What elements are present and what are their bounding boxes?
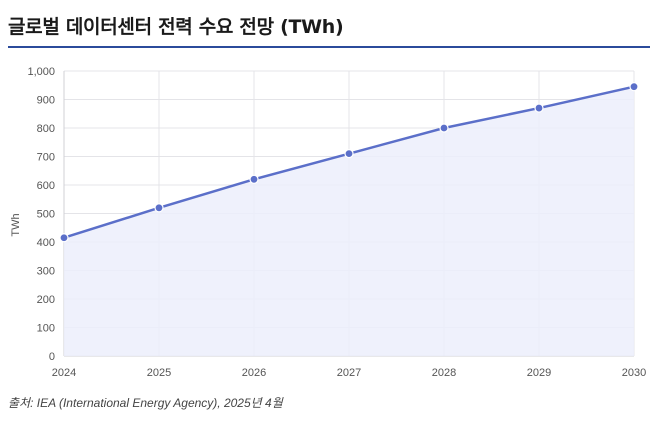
y-tick-label: 1,000 [27, 66, 55, 78]
y-tick-label: 800 [37, 123, 55, 135]
area-fill [64, 86, 634, 357]
chart-title: 글로벌 데이터센터 전력 수요 전망 (TWh) [8, 16, 344, 38]
x-tick-label: 2027 [337, 367, 361, 379]
data-point [439, 123, 449, 133]
title-divider [8, 46, 650, 48]
y-tick-labels: 0 100 200 300 400 500 600 700 800 900 1,000 [27, 66, 55, 363]
x-tick-label: 2024 [52, 367, 76, 379]
y-tick-label: 0 [49, 351, 55, 363]
data-point [154, 203, 164, 213]
y-tick-label: 400 [37, 237, 55, 249]
x-tick-labels: 2024 2025 2026 2027 2028 2029 2030 [52, 367, 646, 379]
y-tick-label: 500 [37, 209, 55, 221]
y-tick-label: 600 [37, 180, 55, 192]
data-points [59, 82, 639, 243]
y-tick-label: 300 [37, 266, 55, 278]
x-tick-label: 2030 [622, 367, 646, 379]
data-point [629, 82, 639, 92]
x-tick-label: 2029 [527, 367, 551, 379]
y-tick-label: 900 [37, 95, 55, 107]
data-point [534, 103, 544, 113]
x-tick-label: 2028 [432, 367, 456, 379]
source-note: 출처: IEA (International Energy Agency), 2… [8, 396, 283, 410]
y-axis-label: TWh [10, 213, 22, 236]
x-tick-label: 2025 [147, 367, 171, 379]
data-point [249, 174, 259, 184]
y-tick-label: 700 [37, 152, 55, 164]
y-tick-label: 100 [37, 323, 55, 335]
x-tick-label: 2026 [242, 367, 266, 379]
y-tick-label: 200 [37, 294, 55, 306]
data-point [344, 149, 354, 159]
data-point [59, 233, 69, 243]
